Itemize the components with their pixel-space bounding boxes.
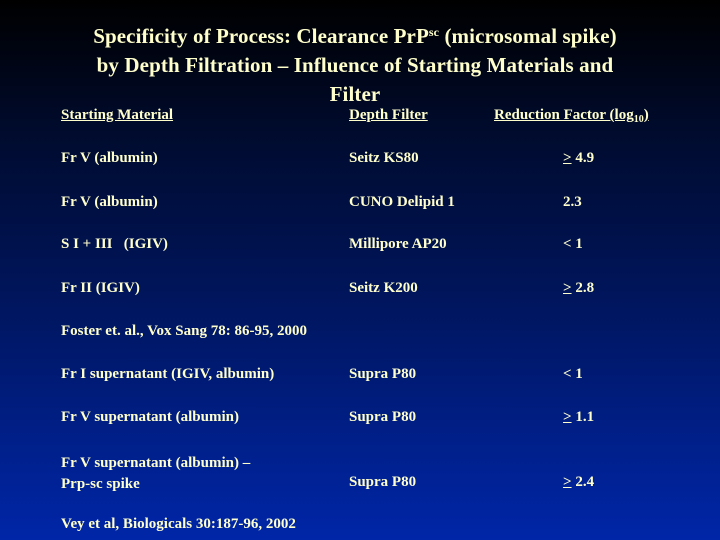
cell-value: 2.3 — [563, 194, 582, 210]
cell-reduction: > 2.4 — [563, 474, 594, 491]
cell-value: 2.4 — [571, 474, 595, 490]
reference-citation: Foster et. al., Vox Sang 78: 86-95, 2000 — [61, 323, 307, 339]
cell-reduction: 2.3 — [563, 194, 582, 211]
header-reduction-factor: Reduction Factor (log10) — [494, 107, 649, 125]
cell-value: 4.9 — [571, 150, 595, 166]
cell-reduction: > 1.1 — [563, 409, 594, 426]
cell-value: < 1 — [563, 366, 583, 382]
cell-reduction: < 1 — [563, 236, 583, 253]
title-text-post: (microsomal spike) — [439, 24, 617, 48]
title-line-3: Filter — [329, 82, 381, 106]
slide-title: Specificity of Process: Clearance PrPsc … — [0, 22, 710, 109]
greater-equal-symbol: > — [563, 409, 572, 425]
header-depth-filter: Depth Filter — [349, 107, 428, 123]
cell-reduction: > 2.8 — [563, 280, 594, 297]
cell-reduction: > 4.9 — [563, 150, 594, 167]
cell-value: < 1 — [563, 236, 583, 252]
greater-equal-symbol: > — [563, 474, 572, 490]
cell-filter: Seitz KS80 — [349, 150, 419, 166]
title-line-2: by Depth Filtration – Influence of Start… — [96, 53, 614, 77]
greater-equal-symbol: > — [563, 280, 572, 296]
title-line-1: Specificity of Process: Clearance PrPsc … — [0, 22, 710, 51]
cell-material: S I + III (IGIV) — [61, 236, 168, 252]
cell-material: Fr V (albumin) — [61, 194, 158, 210]
header-rf-close: ) — [643, 107, 649, 123]
cell-filter: Supra P80 — [349, 474, 417, 490]
cell-filter: Seitz K200 — [349, 280, 418, 296]
cell-material: Fr V supernatant (albumin) — [61, 409, 239, 425]
cell-value: 2.8 — [571, 280, 595, 296]
cell-material: Fr V (albumin) — [61, 150, 158, 166]
header-starting-material: Starting Material — [61, 107, 174, 123]
greater-equal-symbol: > — [563, 150, 572, 166]
cell-material: Fr I supernatant (IGIV, albumin) — [61, 366, 275, 382]
cell-filter: CUNO Delipid 1 — [349, 194, 455, 210]
cell-material: Fr V supernatant (albumin) – Prp-sc spik… — [61, 453, 331, 495]
title-text: Specificity of Process: Clearance PrP — [93, 24, 429, 48]
cell-filter: Supra P80 — [349, 366, 417, 382]
cell-material-line-1: Fr V supernatant (albumin) – — [61, 455, 251, 471]
cell-material-line-2: Prp-sc spike — [61, 476, 140, 492]
cell-material: Fr II (IGIV) — [61, 280, 140, 296]
cell-value: 1.1 — [571, 409, 595, 425]
title-superscript: sc — [428, 25, 440, 39]
cell-reduction: < 1 — [563, 366, 583, 383]
header-rf-subscript: 10 — [633, 114, 644, 125]
header-rf-text: Reduction Factor (log — [494, 107, 634, 123]
reference-citation: Vey et al, Biologicals 30:187-96, 2002 — [61, 516, 296, 532]
cell-filter: Millipore AP20 — [349, 236, 447, 252]
cell-filter: Supra P80 — [349, 409, 417, 425]
